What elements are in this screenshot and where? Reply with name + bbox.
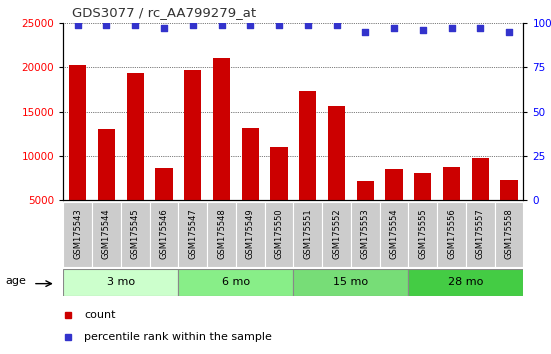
Text: age: age [5,276,26,286]
Bar [242,128,259,244]
Point [160,25,169,31]
Text: GSM175553: GSM175553 [361,208,370,258]
Bar [322,202,351,267]
Bar [127,73,144,244]
Point [274,22,283,28]
Bar [207,202,236,267]
Point [102,22,111,28]
Bar [443,167,460,244]
Text: count: count [84,310,116,320]
Text: GSM175548: GSM175548 [217,208,226,258]
Text: GDS3077 / rc_AA799279_at: GDS3077 / rc_AA799279_at [72,6,256,19]
Point [476,25,485,31]
Bar [63,269,179,296]
Text: GSM175555: GSM175555 [418,208,428,258]
Text: GSM175543: GSM175543 [73,208,82,258]
Text: GSM175544: GSM175544 [102,208,111,258]
Bar [63,202,92,267]
Point [217,22,226,28]
Point [505,29,514,35]
Text: GSM175552: GSM175552 [332,208,341,258]
Point [418,27,427,33]
Point [246,22,255,28]
Bar [293,269,408,296]
Bar [380,202,408,267]
Bar [500,179,518,244]
Bar [472,158,489,244]
Bar [236,202,264,267]
Bar [351,202,380,267]
Bar [299,91,316,244]
Text: GSM175551: GSM175551 [303,208,312,258]
Text: 15 mo: 15 mo [333,277,369,287]
Text: 28 mo: 28 mo [449,277,484,287]
Point [304,22,312,28]
Text: GSM175547: GSM175547 [188,208,197,258]
Bar [495,202,523,267]
Text: GSM175549: GSM175549 [246,208,255,258]
Text: 3 mo: 3 mo [107,277,135,287]
Bar [328,106,345,244]
Text: GSM175558: GSM175558 [505,208,514,258]
Bar [184,70,201,244]
Bar [179,269,293,296]
Text: GSM175554: GSM175554 [390,208,398,258]
Bar [213,57,230,244]
Bar [121,202,150,267]
Bar [98,129,115,244]
Bar [92,202,121,267]
Text: GSM175550: GSM175550 [274,208,284,258]
Bar [408,269,523,296]
Bar [271,147,288,244]
Point [73,22,82,28]
Bar [155,168,172,244]
Bar [408,202,437,267]
Point [188,22,197,28]
Bar [69,65,87,244]
Bar [414,172,431,244]
Point [332,22,341,28]
Text: GSM175545: GSM175545 [131,208,140,258]
Bar [437,202,466,267]
Text: GSM175546: GSM175546 [159,208,169,258]
Bar [293,202,322,267]
Point [131,22,139,28]
Bar [385,169,403,244]
Point [447,25,456,31]
Bar [466,202,495,267]
Bar [264,202,293,267]
Bar [179,202,207,267]
Point [390,25,398,31]
Point [361,29,370,35]
Bar [150,202,179,267]
Text: GSM175556: GSM175556 [447,208,456,258]
Text: percentile rank within the sample: percentile rank within the sample [84,332,272,342]
Text: 6 mo: 6 mo [222,277,250,287]
Text: GSM175557: GSM175557 [476,208,485,258]
Bar [356,181,374,244]
